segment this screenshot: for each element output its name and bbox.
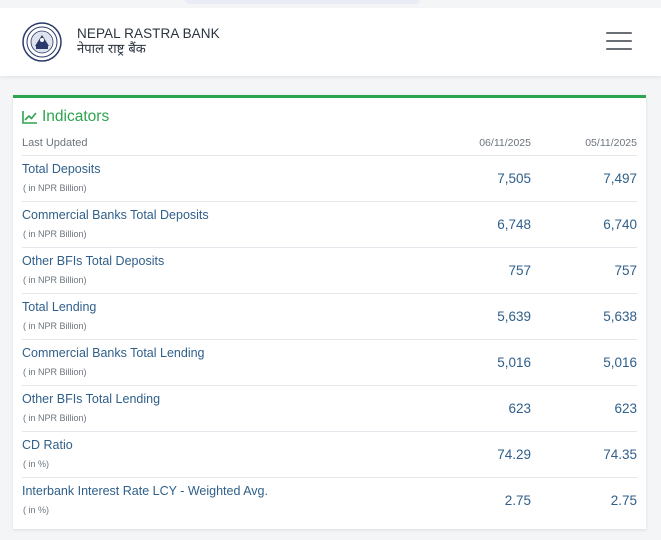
indicator-name[interactable]: Total Deposits [22, 162, 101, 176]
table-row: Total Deposits ( in NPR Billion) 7,505 7… [22, 156, 637, 202]
indicators-title: Indicators [22, 108, 109, 126]
indicator-value-date2: 7,497 [603, 171, 637, 186]
indicator-unit: ( in NPR Billion) [23, 321, 87, 331]
indicator-value-date1: 5,016 [497, 355, 531, 370]
indicator-unit: ( in NPR Billion) [23, 367, 87, 377]
indicator-value-date1: 5,639 [497, 309, 531, 324]
indicator-name[interactable]: CD Ratio [22, 438, 73, 452]
indicator-rows: Total Deposits ( in NPR Billion) 7,505 7… [22, 156, 637, 524]
hamburger-menu-icon[interactable] [606, 32, 632, 52]
indicator-value-date2: 2.75 [610, 493, 637, 508]
table-row: Commercial Banks Total Deposits ( in NPR… [22, 202, 637, 248]
table-row: Interbank Interest Rate LCY - Weighted A… [22, 478, 637, 524]
indicator-value-date1: 6,748 [497, 217, 531, 232]
indicator-value-date2: 757 [614, 263, 637, 278]
indicator-unit: ( in NPR Billion) [23, 229, 87, 239]
indicator-name[interactable]: Interbank Interest Rate LCY - Weighted A… [22, 484, 268, 498]
nrb-seal-icon[interactable] [22, 22, 62, 62]
date-column-2: 05/11/2025 [585, 137, 637, 149]
indicator-value-date1: 7,505 [497, 171, 531, 186]
indicators-title-text: Indicators [42, 108, 110, 125]
indicator-value-date2: 74.35 [603, 447, 637, 462]
indicators-card: Indicators Last Updated 06/11/2025 05/11… [13, 95, 646, 529]
table-row: Commercial Banks Total Lending ( in NPR … [22, 340, 637, 386]
indicator-name[interactable]: Other BFIs Total Deposits [22, 254, 165, 268]
indicator-unit: ( in %) [23, 505, 50, 515]
table-header-row: Last Updated 06/11/2025 05/11/2025 [22, 132, 637, 156]
indicator-value-date1: 74.29 [497, 447, 531, 462]
indicator-unit: ( in NPR Billion) [23, 413, 87, 423]
indicator-value-date2: 5,016 [603, 355, 637, 370]
last-updated-label: Last Updated [22, 137, 88, 149]
indicator-value-date1: 757 [508, 263, 531, 278]
indicator-name[interactable]: Total Lending [22, 300, 97, 314]
indicator-value-date1: 623 [508, 401, 531, 416]
indicator-unit: ( in NPR Billion) [23, 183, 87, 193]
table-row: Total Lending ( in NPR Billion) 5,639 5,… [22, 294, 637, 340]
indicator-value-date2: 623 [614, 401, 637, 416]
indicator-name[interactable]: Other BFIs Total Lending [22, 392, 161, 406]
table-row: Other BFIs Total Deposits ( in NPR Billi… [22, 248, 637, 294]
bank-name-nepali: नेपाल राष्ट्र बैंक [77, 42, 146, 57]
indicator-name[interactable]: Commercial Banks Total Deposits [22, 208, 209, 222]
site-header: NEPAL RASTRA BANK नेपाल राष्ट्र बैंक [0, 8, 661, 76]
bank-brand[interactable]: NEPAL RASTRA BANK नेपाल राष्ट्र बैंक [77, 26, 220, 58]
indicator-name[interactable]: Commercial Banks Total Lending [22, 346, 205, 360]
bank-name-english: NEPAL RASTRA BANK [77, 26, 220, 41]
indicator-unit: ( in %) [23, 459, 50, 469]
indicator-value-date2: 6,740 [603, 217, 637, 232]
indicator-value-date1: 2.75 [504, 493, 531, 508]
table-row: Other BFIs Total Lending ( in NPR Billio… [22, 386, 637, 432]
indicator-value-date2: 5,638 [603, 309, 637, 324]
date-column-1: 06/11/2025 [479, 137, 531, 149]
top-tab-sliver [185, 0, 420, 4]
table-row: CD Ratio ( in %) 74.29 74.35 [22, 432, 637, 478]
indicator-unit: ( in NPR Billion) [23, 275, 87, 285]
line-chart-icon [22, 111, 37, 124]
